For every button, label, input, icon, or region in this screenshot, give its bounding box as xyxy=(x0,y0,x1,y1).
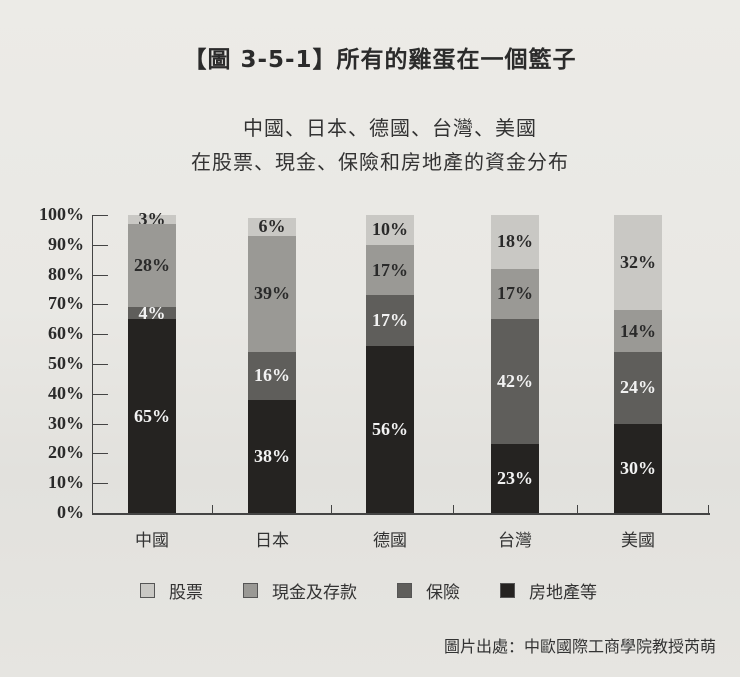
chart-subtitle-line2: 在股票、現金、保險和房地產的資金分布 xyxy=(191,150,569,174)
x-tick xyxy=(708,505,709,513)
y-tick-label: 40% xyxy=(48,382,84,403)
x-tick xyxy=(576,505,578,513)
legend-label: 現金及存款 xyxy=(272,583,357,603)
x-tick-label: 德國 xyxy=(373,531,407,551)
bar-segment-stocks: 18% xyxy=(491,215,539,269)
y-tick-label: 100% xyxy=(39,204,84,224)
bar-segment-insurance: 24% xyxy=(614,352,662,424)
legend-item-realestate: 房地產等 xyxy=(500,578,597,603)
y-tick-label: 90% xyxy=(48,233,84,254)
bar-segment-stocks: 32% xyxy=(614,215,662,311)
y-tick xyxy=(92,244,108,246)
stacked-bar: 23% 42% 17% 18% xyxy=(491,215,539,513)
y-tick-label: 20% xyxy=(48,442,84,463)
legend-label: 保險 xyxy=(426,583,460,603)
bar-segment-insurance: 42% xyxy=(491,319,539,445)
y-tick xyxy=(92,483,108,485)
y-tick xyxy=(92,513,108,514)
legend-swatch-insurance xyxy=(397,583,412,598)
y-tick-label: 0% xyxy=(57,502,84,522)
stacked-bar: 65% 4% 28% 3% xyxy=(128,209,176,513)
bar-segment-realestate: 38% xyxy=(248,399,296,513)
x-axis xyxy=(92,513,710,515)
bar-segment-insurance: 4% xyxy=(128,303,176,323)
y-tick-label: 50% xyxy=(48,353,84,373)
x-tick-label: 美國 xyxy=(621,531,655,551)
y-tick xyxy=(92,423,108,425)
legend: 股票 現金及存款 保險 房地產等 xyxy=(140,578,637,603)
y-tick xyxy=(92,393,108,395)
legend-label: 房地產等 xyxy=(529,583,597,603)
legend-item-insurance: 保險 xyxy=(397,578,460,603)
y-tick xyxy=(92,215,108,216)
bar-segment-cash: 17% xyxy=(491,268,539,320)
bar-segment-cash: 39% xyxy=(248,235,296,353)
x-tick-label: 日本 xyxy=(255,531,289,551)
y-tick xyxy=(92,364,108,365)
bar-segment-stocks: 3% xyxy=(128,209,176,229)
bar-segment-insurance: 16% xyxy=(248,352,296,400)
y-tick-label: 70% xyxy=(48,293,84,314)
y-tick xyxy=(92,274,108,276)
legend-item-cash: 現金及存款 xyxy=(243,578,357,603)
x-tick xyxy=(331,505,332,513)
y-tick-label: 30% xyxy=(48,412,84,433)
stacked-bar: 30% 24% 14% 32% xyxy=(614,215,662,513)
legend-item-stocks: 股票 xyxy=(140,578,203,603)
x-tick xyxy=(212,505,213,513)
bar-segment-stocks: 6% xyxy=(248,216,296,236)
stacked-bar: 38% 16% 39% 6% xyxy=(248,216,296,513)
x-tick-label: 中國 xyxy=(135,531,169,551)
stacked-bar: 56% 17% 17% 10% xyxy=(366,215,414,513)
figure-source: 圖片出處：中歐國際工商學院教授芮萌 xyxy=(443,637,716,656)
x-tick-label: 台灣 xyxy=(498,531,532,551)
legend-swatch-stocks xyxy=(140,583,155,598)
y-tick-label: 80% xyxy=(48,263,84,284)
y-tick xyxy=(92,334,108,336)
legend-swatch-cash xyxy=(243,583,258,598)
bar-segment-realestate: 30% xyxy=(614,423,662,513)
bar-segment-cash: 28% xyxy=(128,223,176,308)
bar-segment-realestate: 65% xyxy=(128,319,176,513)
y-tick xyxy=(92,304,108,306)
bar-segment-insurance: 17% xyxy=(366,295,414,347)
bar-segment-stocks: 10% xyxy=(366,215,414,245)
bar-segment-cash: 17% xyxy=(366,244,414,296)
y-tick-label: 10% xyxy=(48,472,84,493)
y-tick xyxy=(92,453,108,455)
y-tick-label: 60% xyxy=(48,323,84,344)
bar-segment-realestate: 23% xyxy=(491,444,539,513)
bar-segment-cash: 14% xyxy=(614,310,662,353)
chart-title: 【圖 3-5-1】所有的雞蛋在一個籃子 xyxy=(183,47,577,73)
x-tick xyxy=(452,505,454,513)
bar-segment-realestate: 56% xyxy=(366,346,414,513)
legend-swatch-realestate xyxy=(500,583,515,598)
chart-subtitle-line1: 中國、日本、德國、台灣、美國 xyxy=(243,116,537,140)
legend-label: 股票 xyxy=(169,583,203,603)
